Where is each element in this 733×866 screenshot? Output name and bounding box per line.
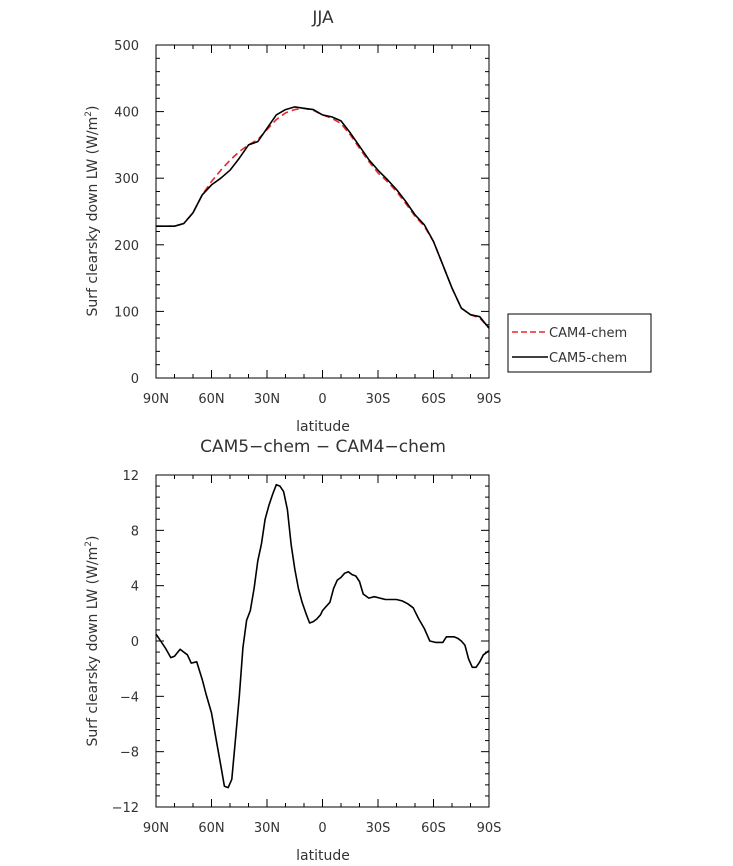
y-tick-label: 300 <box>114 172 139 187</box>
y-tick-label: 12 <box>122 469 139 484</box>
series-line-difference <box>155 483 490 789</box>
x-tick-label: 30S <box>366 821 391 836</box>
plot-frame <box>155 44 490 379</box>
x-tick-labels: 90N 60N 30N 0 30S 60S 90S <box>143 392 502 407</box>
y-axis-label-sup: 2 <box>84 111 94 117</box>
y-tick-label: −8 <box>120 746 139 761</box>
x-tick-label: 90S <box>477 821 502 836</box>
chart-title: JJA <box>311 8 334 28</box>
y-tick-labels-diff: −12 −8 −4 0 4 8 12 <box>112 469 139 816</box>
series-line-cam4-chem <box>156 107 490 329</box>
plot-frame-diff <box>155 474 490 808</box>
series-line-cam5-chem <box>156 106 490 329</box>
axes-ticks-diff <box>155 474 490 808</box>
y-tick-label: 500 <box>114 39 139 54</box>
panel-top: JJA 0 100 200 300 400 500 90N 60N 30N 0 30S 60S 90S… <box>84 8 652 435</box>
y-tick-label: 4 <box>131 580 139 595</box>
chart-title-diff: CAM5−chem − CAM4−chem <box>200 437 446 457</box>
y-axis-label-close: ) <box>85 106 101 111</box>
y-tick-label: 100 <box>114 305 139 320</box>
x-tick-label: 90N <box>143 821 169 836</box>
y-axis-label-text: Surf clearsky down LW (W/m <box>85 117 101 317</box>
panel-bottom: CAM5−chem − CAM4−chem −12 −8 −4 0 4 8 12 90N 60… <box>84 437 501 864</box>
x-tick-label: 60S <box>421 821 446 836</box>
plot-lines-diff <box>155 483 490 789</box>
x-tick-label: 90S <box>477 392 502 407</box>
x-tick-label: 30S <box>366 392 391 407</box>
y-axis-label-diff-text: Surf clearsky down LW (W/m <box>85 547 101 747</box>
x-tick-label: 30N <box>254 392 280 407</box>
x-tick-label: 30N <box>254 821 280 836</box>
legend-label-cam4: CAM4-chem <box>549 326 627 341</box>
x-axis-label: latitude <box>296 419 350 435</box>
y-tick-label: 400 <box>114 106 139 121</box>
y-tick-label: 0 <box>131 635 139 650</box>
y-tick-label: 0 <box>131 372 139 387</box>
legend: CAM4-chem CAM5-chem <box>507 313 652 373</box>
x-tick-label: 60N <box>198 392 224 407</box>
y-tick-label: −4 <box>120 690 139 705</box>
x-tick-label: 0 <box>318 392 326 407</box>
x-tick-label: 60N <box>198 821 224 836</box>
legend-label-cam5: CAM5-chem <box>549 351 627 366</box>
y-axis-label-diff: Surf clearsky down LW (W/m2) <box>84 536 101 747</box>
y-tick-label: 8 <box>131 524 139 539</box>
x-tick-label: 90N <box>143 392 169 407</box>
y-tick-labels: 0 100 200 300 400 500 <box>114 39 139 387</box>
y-axis-label: Surf clearsky down LW (W/m2) <box>84 106 101 317</box>
y-tick-label: −12 <box>112 801 139 816</box>
y-axis-label-diff-sup: 2 <box>84 541 94 547</box>
x-tick-label: 60S <box>421 392 446 407</box>
x-axis-label-diff: latitude <box>296 848 350 864</box>
legend-box <box>507 313 652 373</box>
plot-lines <box>156 106 490 329</box>
axes-ticks <box>155 44 490 379</box>
y-tick-label: 200 <box>114 239 139 254</box>
x-tick-labels-diff: 90N 60N 30N 0 30S 60S 90S <box>143 821 502 836</box>
x-tick-label: 0 <box>318 821 326 836</box>
y-axis-label-diff-close: ) <box>85 536 101 541</box>
